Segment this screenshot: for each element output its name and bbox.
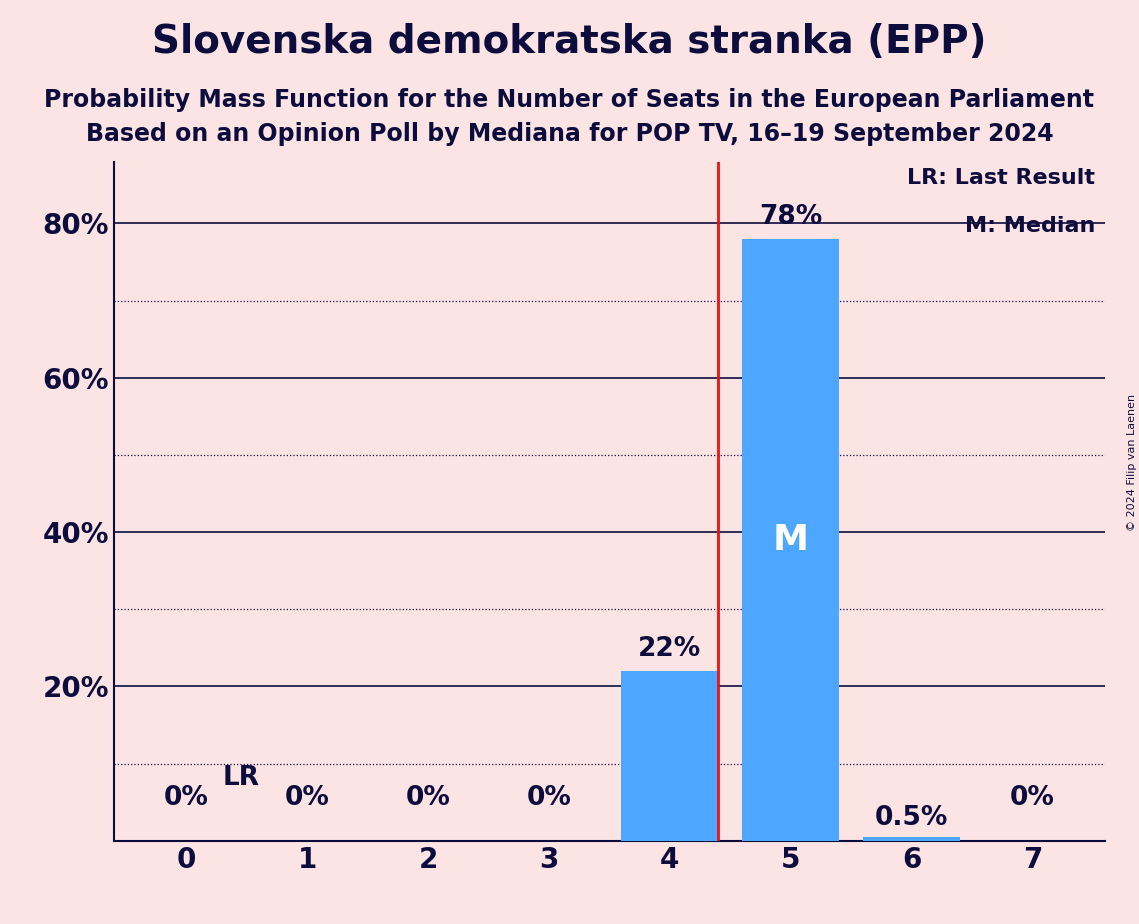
Text: 0%: 0%	[405, 785, 451, 811]
Bar	[743, 239, 839, 841]
Text: 22%: 22%	[638, 636, 702, 662]
Bar	[863, 837, 960, 841]
Text: © 2024 Filip van Laenen: © 2024 Filip van Laenen	[1126, 394, 1137, 530]
Bar	[622, 671, 718, 841]
Text: Probability Mass Function for the Number of Seats in the European Parliament: Probability Mass Function for the Number…	[44, 88, 1095, 112]
Text: Based on an Opinion Poll by Mediana for POP TV, 16–19 September 2024: Based on an Opinion Poll by Mediana for …	[85, 122, 1054, 146]
Text: 0%: 0%	[1010, 785, 1055, 811]
Text: LR: Last Result: LR: Last Result	[907, 168, 1095, 188]
Text: Slovenska demokratska stranka (EPP): Slovenska demokratska stranka (EPP)	[153, 23, 986, 61]
Text: 0%: 0%	[164, 785, 208, 811]
Text: M: M	[772, 523, 809, 557]
Text: 0.5%: 0.5%	[875, 805, 948, 831]
Text: 0%: 0%	[285, 785, 329, 811]
Text: M: Median: M: Median	[965, 216, 1095, 236]
Text: LR: LR	[222, 764, 260, 791]
Text: 78%: 78%	[759, 203, 822, 230]
Text: 0%: 0%	[526, 785, 572, 811]
